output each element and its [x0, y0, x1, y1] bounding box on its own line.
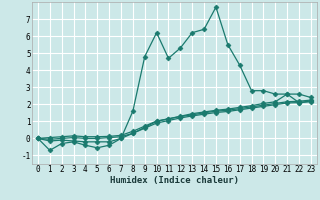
X-axis label: Humidex (Indice chaleur): Humidex (Indice chaleur) [110, 176, 239, 185]
